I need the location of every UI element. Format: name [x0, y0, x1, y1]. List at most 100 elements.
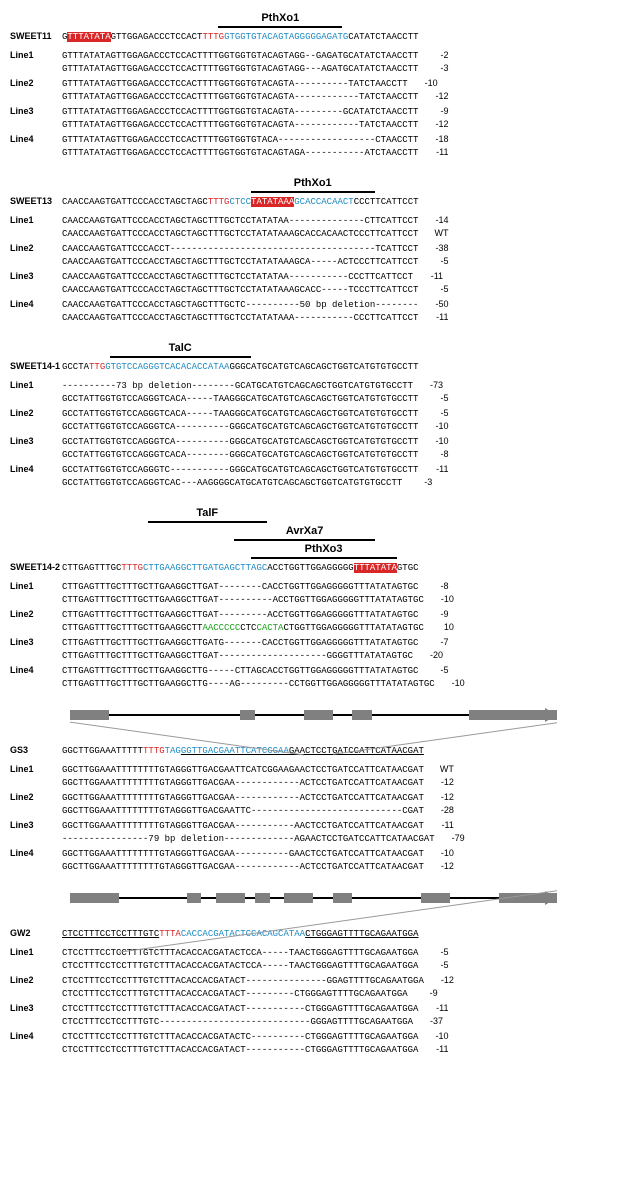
sequence: ----------------79 bp deletion----------…: [62, 833, 435, 845]
sequence-row: CTTGAGTTTGCTTTGCTTGAAGGCTTGAT----------A…: [10, 593, 617, 606]
alignment-figure: PthXo1SWEET11GTTTATATAGTTGGAGACCCTCCACTT…: [0, 0, 627, 1094]
sequence: GTTTATATAGTTGGAGACCCTCCACTTTTGGTGGTGTACA…: [62, 119, 418, 131]
tal-bar: [110, 356, 251, 358]
indel-size: -20: [413, 649, 443, 661]
exon: [333, 893, 352, 903]
indel-size: -38: [418, 242, 448, 254]
sequence: CAACCAAGTGATTCCCACCTAGCTAGCTTTGCTCCTATAT…: [62, 312, 418, 324]
indel-size: WT: [424, 763, 454, 775]
exon: [421, 893, 450, 903]
sequence: CTTGAGTTTGCTTTGCTTGAAGGCTTGAT--------CAC…: [62, 581, 418, 593]
sequence: GGCTTGGAAATTTTTTTTGTAGGGTTGACGAA--------…: [62, 820, 424, 832]
sequence: CTTGAGTTTGCTTTGCTTGAAGGCTTAACCCCCCTCCACT…: [62, 622, 424, 634]
indel-size: -5: [418, 664, 448, 676]
indel-size: -12: [424, 791, 454, 803]
indel-size: -5: [418, 946, 448, 958]
indel-size: -12: [424, 860, 454, 872]
indel-size: -9: [408, 987, 438, 999]
tal-label: AvrXa7: [286, 525, 324, 537]
row-label: Line4: [10, 298, 62, 310]
sequence-row: Line2GCCTATTGGTGTCCAGGGTCACA-----TAAGGGC…: [10, 407, 617, 420]
row-label: Line2: [10, 974, 62, 986]
sequence: GGCTTGGAAATTTTTTTTGTAGGGTTGACGAA--------…: [62, 777, 424, 789]
sequence: CAACCAAGTGATTCCCACCTAGCTAGCTTTGCTCCTATAT…: [62, 284, 418, 296]
alignment-block-sweet14_1: TalC SWEET14-1GCCTATTGGTGTCCAGGGTCACACACC…: [10, 342, 617, 489]
sequence: GTTTATATAGTTGGAGACCCTCCACTTTTGGTGGTGTACA…: [62, 31, 419, 43]
sequence-row: CTTGAGTTTGCTTTGCTTGAAGGCTTG----AG-------…: [10, 677, 617, 690]
line-pair: Line2CTTGAGTTTGCTTTGCTTGAAGGCTTGAT------…: [10, 608, 617, 634]
line-pair: Line3CAACCAAGTGATTCCCACCTAGCTAGCTTTGCTCC…: [10, 270, 617, 296]
indel-size: -8: [418, 580, 448, 592]
row-label: SWEET13: [10, 195, 62, 207]
row-label: Line1: [10, 49, 62, 61]
sequence-row: Line3GTTTATATAGTTGGAGACCCTCCACTTTTGGTGGT…: [10, 105, 617, 118]
sequence: GCCTATTGGTGTCCAGGGTC-----------GGGCATGCA…: [62, 464, 418, 476]
alignment-block-gs3: GS3GGCTTGGAAATTTTTTTTGTAGGGTTGACGAATTCAT…: [10, 708, 617, 873]
exon: [70, 893, 119, 903]
sequence-row: SWEET13CAACCAAGTGATTCCCACCTAGCTAGCTTTGCT…: [10, 195, 617, 208]
sequence-row: Line1CTTGAGTTTGCTTTGCTTGAAGGCTTGAT------…: [10, 580, 617, 593]
line-pair: Line3GCCTATTGGTGTCCAGGGTCA----------GGGC…: [10, 435, 617, 461]
gene-schema: [70, 708, 557, 742]
alignment-block-gw2: GW2CTCCTTTCCTCCTTTGTCTTTACACCACGATACTCCA…: [10, 891, 617, 1056]
line-pair: Line3CTTGAGTTTGCTTTGCTTGAAGGCTTGATG-----…: [10, 636, 617, 662]
indel-size: -10: [418, 435, 448, 447]
sequence-row: Line4GTTTATATAGTTGGAGACCCTCCACTTTTGGTGGT…: [10, 133, 617, 146]
indel-size: -5: [418, 255, 448, 267]
row-label: Line4: [10, 664, 62, 676]
indel-size: -50: [418, 298, 448, 310]
indel-size: -3: [418, 62, 448, 74]
tal-header: TalFAvrXa7PthXo3: [10, 507, 617, 561]
line-pair: Line4GTTTATATAGTTGGAGACCCTCCACTTTTGGTGGT…: [10, 133, 617, 159]
row-label: Line3: [10, 270, 62, 282]
line-pair: Line2CTCCTTTCCTCCTTTGTCTTTACACCACGATACT-…: [10, 974, 617, 1000]
line-pair: Line3GTTTATATAGTTGGAGACCCTCCACTTTTGGTGGT…: [10, 105, 617, 131]
sequence: CTTGAGTTTGCTTTGCTTGAAGGCTTGATG-------CAC…: [62, 637, 418, 649]
alignment-block-sweet13: PthXo1SWEET13CAACCAAGTGATTCCCACCTAGCTAGC…: [10, 177, 617, 324]
indel-size: -18: [418, 133, 448, 145]
sequence: GGCTTGGAAATTTTTTTTGTAGGGTTGACGAA--------…: [62, 848, 424, 860]
row-label: Line4: [10, 133, 62, 145]
line-pair: Line2GGCTTGGAAATTTTTTTTGTAGGGTTGACGAA---…: [10, 791, 617, 817]
sequence: CAACCAAGTGATTCCCACCTAGCTAGCTTTGCTCCTATAT…: [62, 215, 418, 227]
sequence: CTCCTTTCCTCCTTTGTCTTTACACCACGATACT------…: [62, 988, 408, 1000]
sequence-row: GCCTATTGGTGTCCAGGGTCA----------GGGCATGCA…: [10, 420, 617, 433]
sequence: GTTTATATAGTTGGAGACCCTCCACTTTTGGTGGTGTACA…: [62, 50, 418, 62]
row-label: Line1: [10, 379, 62, 391]
sequence-row: GCCTATTGGTGTCCAGGGTCACA--------GGGCATGCA…: [10, 448, 617, 461]
sequence: GCCTATTGGTGTCCAGGGTCACACACCATAAGGGCATGCA…: [62, 361, 418, 373]
sequence-row: Line4CTTGAGTTTGCTTTGCTTGAAGGCTTG-----CTT…: [10, 664, 617, 677]
sequence: GCCTATTGGTGTCCAGGGTCACA--------GGGCATGCA…: [62, 449, 418, 461]
sequence: GGCTTGGAAATTTTTTTTGTAGGGTTGACGAATTCATCGG…: [62, 764, 424, 776]
sequence-row: GTTTATATAGTTGGAGACCCTCCACTTTTGGTGGTGTACA…: [10, 90, 617, 103]
indel-size: -3: [402, 476, 432, 488]
sequence-row: CAACCAAGTGATTCCCACCTAGCTAGCTTTGCTCCTATAT…: [10, 227, 617, 240]
row-label: Line3: [10, 819, 62, 831]
tal-label: TalC: [169, 342, 192, 354]
line-pair: Line4CTTGAGTTTGCTTTGCTTGAAGGCTTG-----CTT…: [10, 664, 617, 690]
sequence: CAACCAAGTGATTCCCACCTAGCTAGCTTTGCTCCTATAT…: [62, 256, 418, 268]
indel-size: -79: [435, 832, 465, 844]
row-label: Line1: [10, 214, 62, 226]
line-pair: Line3GGCTTGGAAATTTTTTTTGTAGGGTTGACGAA---…: [10, 819, 617, 845]
sequence: CAACCAAGTGATTCCCACCTAGCTAGCTTTGCTCCTATAT…: [62, 228, 418, 240]
indel-size: -12: [424, 776, 454, 788]
sequence: CTCCTTTCCTCCTTTGTCTTTACACCACGATACTC-----…: [62, 1031, 418, 1043]
row-label: SWEET11: [10, 30, 62, 42]
sequence-row: Line3CTCCTTTCCTCCTTTGTCTTTACACCACGATACT-…: [10, 1002, 617, 1015]
indel-size: -73: [413, 379, 443, 391]
gene-schema: [70, 891, 557, 925]
exon: [240, 710, 255, 720]
row-label: Line2: [10, 77, 62, 89]
sequence-row: GCCTATTGGTGTCCAGGGTCAC---AAGGGGCATGCATGT…: [10, 476, 617, 489]
row-label: SWEET14-1: [10, 360, 62, 372]
row-label: SWEET14-2: [10, 561, 62, 573]
indel-size: -11: [418, 311, 448, 323]
tal-bar: [148, 521, 267, 523]
row-label: Line4: [10, 463, 62, 475]
sequence: CTCCTTTCCTCCTTTGTCTTTACACCACGATACT------…: [62, 1003, 418, 1015]
sequence-row: GTTTATATAGTTGGAGACCCTCCACTTTTGGTGGTGTACA…: [10, 146, 617, 159]
row-label: Line3: [10, 435, 62, 447]
indel-size: -8: [418, 448, 448, 460]
sequence: CAACCAAGTGATTCCCACCTAGCTAGCTTTGCTC------…: [62, 299, 418, 311]
